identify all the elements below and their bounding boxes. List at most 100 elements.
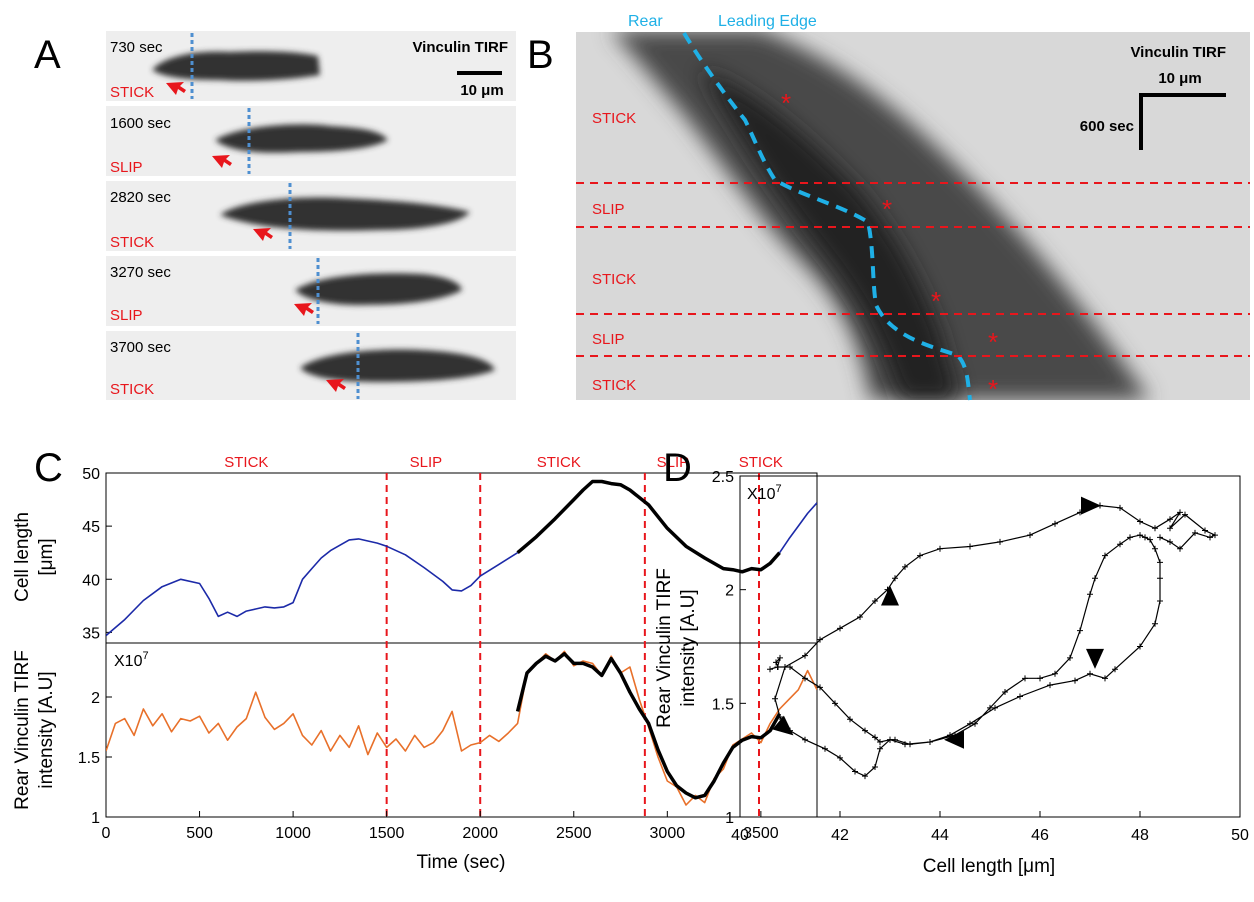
data-point-marker xyxy=(1072,677,1078,684)
data-point-marker xyxy=(907,741,913,748)
data-point-marker xyxy=(1137,532,1143,539)
c-bottom-ylabel: intensity [A.U] xyxy=(36,671,57,788)
y-tick-label: 1 xyxy=(91,810,100,827)
data-point-marker xyxy=(972,720,978,727)
data-point-marker xyxy=(1202,527,1208,534)
data-point-marker xyxy=(1022,675,1028,682)
data-point-marker xyxy=(1102,552,1108,559)
exponent-sup: 7 xyxy=(142,650,148,662)
data-point-marker xyxy=(1167,516,1173,523)
panel-label-b: B xyxy=(527,33,554,77)
frame-state: STICK xyxy=(110,234,154,251)
scale-bar-label: 10 μm xyxy=(460,82,503,99)
cell-length-line xyxy=(516,479,781,574)
phase-label: SLIP xyxy=(592,201,625,218)
asterisk-marker: * xyxy=(781,88,791,118)
cell-image xyxy=(215,124,388,153)
x-tick-label: 50 xyxy=(1231,827,1249,844)
y-tick-label: 1 xyxy=(725,810,734,827)
data-point-marker xyxy=(902,563,908,570)
y-tick-label: 35 xyxy=(82,625,100,642)
data-point-marker xyxy=(1182,511,1188,518)
data-point-marker xyxy=(777,713,783,720)
asterisk-marker: * xyxy=(931,286,941,316)
cell-length-line xyxy=(106,538,519,637)
y-tick-label: 1.5 xyxy=(78,750,100,767)
x-tick-label: 3500 xyxy=(743,825,779,842)
x-tick-label: 44 xyxy=(931,827,949,844)
exponent-base: X10 xyxy=(114,653,143,670)
data-point-marker xyxy=(892,575,898,582)
data-point-marker xyxy=(1087,670,1093,677)
x-tick-label: 42 xyxy=(831,827,849,844)
rear-label: Rear xyxy=(628,13,663,30)
red-arrow-icon xyxy=(253,228,273,241)
data-point-marker xyxy=(997,538,1003,545)
exponent-base: X10 xyxy=(747,486,776,503)
data-point-marker xyxy=(1037,675,1043,682)
data-point-marker xyxy=(773,659,779,666)
data-point-marker xyxy=(857,613,863,620)
panel-label-c: C xyxy=(34,446,63,490)
d-ylabel: intensity [A.U] xyxy=(678,589,699,706)
data-point-marker xyxy=(872,763,878,770)
phase-label: STICK xyxy=(592,271,636,288)
x-tick-label: 2000 xyxy=(462,825,498,842)
data-point-marker xyxy=(767,666,773,673)
phase-label: SLIP xyxy=(592,331,625,348)
data-point-marker xyxy=(1077,627,1083,634)
data-point-marker xyxy=(1147,536,1153,543)
phase-label: STICK xyxy=(224,454,268,471)
data-point-marker xyxy=(1152,620,1158,627)
frame-state: STICK xyxy=(110,84,154,101)
direction-arrow-icon xyxy=(772,715,794,736)
c-top-ylabel: [μm] xyxy=(36,538,57,575)
data-point-marker xyxy=(877,745,883,752)
c-bottom-ylabel: Rear Vinculin TIRF xyxy=(12,650,33,810)
frame-time: 2820 sec xyxy=(110,189,171,206)
data-point-marker xyxy=(1002,688,1008,695)
data-point-marker xyxy=(1192,529,1198,536)
phase-label: STICK xyxy=(592,377,636,394)
data-point-marker xyxy=(832,700,838,707)
data-point-marker xyxy=(1092,575,1098,582)
vinculin-intensity-line xyxy=(515,652,782,800)
d-exponent-label: X107 xyxy=(747,483,782,503)
data-point-marker xyxy=(1177,545,1183,552)
data-point-marker xyxy=(927,738,933,745)
data-point-marker xyxy=(1052,670,1058,677)
data-point-marker xyxy=(887,736,893,743)
frame-time: 1600 sec xyxy=(110,115,171,132)
data-point-marker xyxy=(1177,509,1183,516)
data-point-marker xyxy=(1017,693,1023,700)
data-point-marker xyxy=(775,663,781,670)
panel-a-frame-2: 1600 sec SLIP xyxy=(106,106,516,176)
data-point-marker xyxy=(862,773,868,780)
phase-label: STICK xyxy=(537,454,581,471)
panel-b-scale-t: 600 sec xyxy=(1080,118,1134,135)
data-point-marker xyxy=(837,754,843,761)
data-point-marker xyxy=(1027,532,1033,539)
y-tick-label: 50 xyxy=(82,466,100,483)
frame-time: 3270 sec xyxy=(110,264,171,281)
panel-b-scale-x: 10 μm xyxy=(1158,70,1201,87)
exponent-sup: 7 xyxy=(775,483,781,495)
panel-a-frame-4: 3270 sec SLIP xyxy=(106,256,516,326)
plot-frame xyxy=(739,475,1241,818)
data-point-marker xyxy=(782,663,788,670)
x-tick-label: 3000 xyxy=(650,825,686,842)
cell-image xyxy=(295,273,462,305)
frame-state: SLIP xyxy=(110,159,143,176)
data-point-marker xyxy=(1212,532,1218,539)
red-arrow-icon xyxy=(326,379,346,392)
direction-arrow-icon xyxy=(944,730,964,749)
data-point-marker xyxy=(1167,538,1173,545)
y-tick-label: 1.5 xyxy=(712,696,734,713)
data-point-marker xyxy=(1067,654,1073,661)
data-point-marker xyxy=(1157,575,1163,582)
data-point-marker xyxy=(967,543,973,550)
x-tick-label: 48 xyxy=(1131,827,1149,844)
data-point-marker xyxy=(1137,643,1143,650)
asterisk-marker: * xyxy=(988,374,998,404)
